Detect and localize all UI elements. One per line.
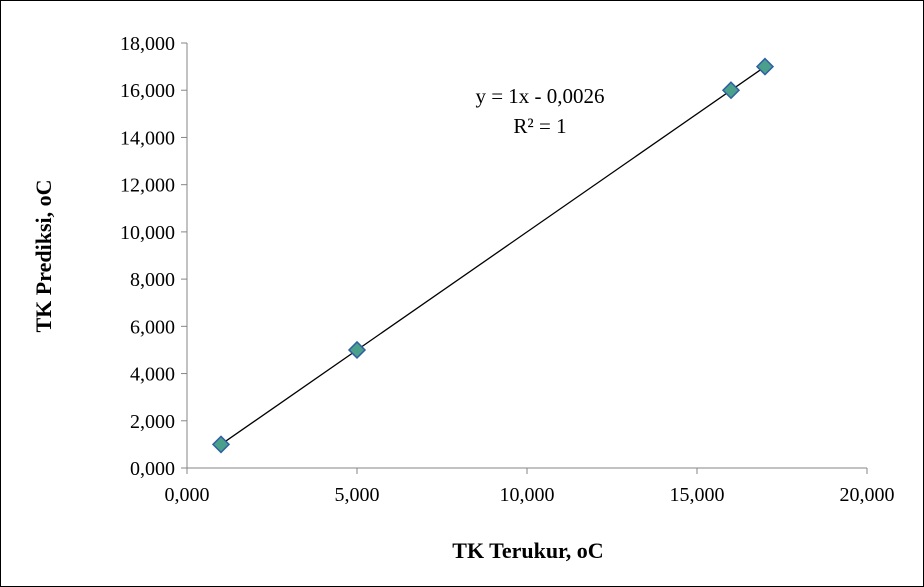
trendline (220, 66, 766, 445)
data-point-diamond (347, 340, 367, 360)
x-tick-label: 15,000 (670, 484, 725, 506)
y-tick-label: 6,000 (130, 316, 175, 338)
y-tick-label: 14,000 (120, 127, 175, 149)
x-ticks: 0,000 5,000 10,000 15,000 20,000 (165, 468, 895, 506)
x-tick-label: 20,000 (840, 484, 895, 506)
data-points (211, 57, 775, 454)
y-tick-label: 16,000 (120, 80, 175, 102)
data-point-diamond (211, 435, 231, 454)
trendline-equation: y = 1x - 0,0026 (475, 84, 604, 108)
y-axis-title: TK Prediksi, oC (31, 179, 56, 332)
y-tick-label: 4,000 (130, 364, 175, 386)
y-tick-label: 2,000 (130, 411, 175, 433)
y-tick-label: 0,000 (130, 458, 175, 480)
y-ticks: 0,000 2,000 4,000 6,000 8,000 10,000 12,000 14,… (120, 33, 187, 480)
y-tick-label: 8,000 (130, 269, 175, 291)
r-squared-label: R² = 1 (513, 114, 566, 138)
data-point-diamond (755, 57, 775, 76)
data-point-diamond (721, 81, 741, 100)
x-axis-title: TK Terukur, oC (452, 538, 603, 563)
x-tick-label: 5,000 (335, 484, 380, 506)
trendline-path (220, 66, 766, 445)
y-tick-label: 12,000 (120, 175, 175, 197)
x-tick-label: 10,000 (500, 484, 555, 506)
y-tick-label: 18,000 (120, 33, 175, 55)
x-tick-label: 0,000 (165, 484, 210, 506)
y-tick-label: 10,000 (120, 222, 175, 244)
